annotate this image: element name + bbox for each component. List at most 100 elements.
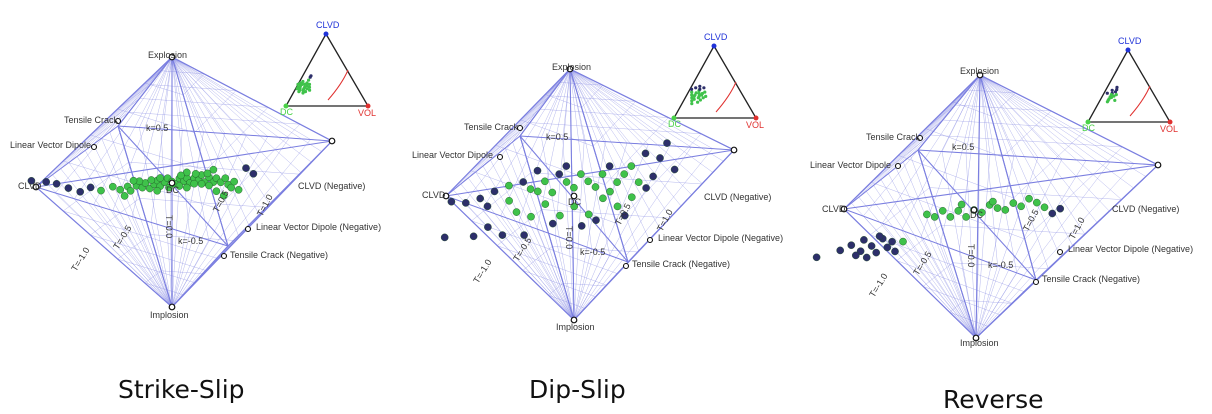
grid-ray-lower bbox=[109, 132, 173, 308]
label-clvd: CLVD bbox=[822, 204, 846, 214]
label-explosion: Explosion bbox=[960, 66, 999, 76]
grid-ray-upper bbox=[35, 56, 173, 188]
label-clvd-neg: CLVD (Negative) bbox=[704, 192, 771, 202]
grid-ray-upper bbox=[569, 68, 692, 148]
marker-circle bbox=[570, 192, 578, 200]
axis-labels: Explosion Implosion CLVD CLVD (Negative) Ten… bbox=[10, 50, 381, 320]
data-point bbox=[584, 210, 593, 219]
data-point bbox=[570, 202, 578, 211]
scatter-points bbox=[27, 164, 258, 200]
marker-circle bbox=[622, 262, 630, 270]
ternary-point bbox=[690, 90, 694, 94]
grid-ring bbox=[871, 134, 1123, 240]
grid-ray-upper bbox=[445, 68, 571, 197]
data-point bbox=[957, 200, 966, 209]
grid-ray-upper bbox=[171, 56, 247, 136]
grid-ray-upper bbox=[920, 74, 981, 238]
grid-ray-lower bbox=[917, 149, 977, 339]
grid-ray-upper bbox=[569, 68, 592, 249]
data-point bbox=[177, 171, 185, 180]
ternary-point bbox=[1114, 93, 1118, 97]
grid-ray-upper bbox=[74, 56, 173, 199]
data-point bbox=[242, 164, 250, 172]
grid-ray-upper bbox=[569, 68, 639, 251]
data-point bbox=[175, 182, 184, 190]
grid-ray-lower bbox=[68, 162, 173, 308]
grid-ray-upper bbox=[160, 56, 173, 130]
marker-circle bbox=[168, 53, 176, 61]
grid-ray-upper bbox=[171, 56, 281, 194]
vertex-dc bbox=[671, 115, 677, 121]
data-point bbox=[462, 199, 470, 207]
caption-strike-slip: Strike-Slip bbox=[118, 375, 245, 404]
label-tensile-crack-neg: Tensile Crack (Negative) bbox=[632, 259, 730, 269]
label-t-neg-half: T=-0.5 bbox=[511, 235, 533, 263]
grid-ray-upper bbox=[569, 68, 611, 256]
hudson-plot-strike-slip: Explosion Implosion CLVD CLVD (Negative) Ten… bbox=[10, 20, 381, 320]
label-lvd-neg: Linear Vector Dipole (Negative) bbox=[1068, 244, 1193, 254]
grid-ray-lower bbox=[460, 183, 575, 321]
ternary-point bbox=[301, 88, 305, 92]
marker-circle bbox=[730, 146, 738, 154]
grid-ray-lower bbox=[500, 215, 575, 321]
data-point bbox=[605, 162, 614, 170]
grid-ray-upper bbox=[979, 74, 991, 155]
data-point bbox=[197, 180, 206, 188]
data-point bbox=[42, 178, 51, 186]
data-point bbox=[946, 213, 955, 221]
grid-ray-lower bbox=[160, 128, 173, 308]
grid-ray-upper bbox=[979, 74, 1087, 161]
endpoint-markers bbox=[32, 53, 336, 311]
data-point bbox=[899, 237, 907, 246]
grid-ray-upper bbox=[117, 56, 173, 127]
grid-ray-upper bbox=[569, 68, 661, 229]
ternary-point bbox=[690, 93, 694, 97]
label-implosion: Implosion bbox=[556, 322, 595, 332]
ternary-point bbox=[703, 90, 707, 94]
grid-ray-upper bbox=[965, 74, 981, 154]
grid-ray-upper bbox=[569, 68, 735, 151]
grid-ring bbox=[63, 111, 301, 209]
data-point bbox=[86, 183, 95, 192]
grid-ray-lower bbox=[131, 216, 173, 308]
grid-ray-upper bbox=[171, 56, 226, 134]
hudson-plot-reverse: Explosion Implosion CLVD CLVD (Negative) Ten… bbox=[810, 36, 1193, 348]
grid-ray-upper bbox=[569, 68, 628, 144]
grid-ray-lower bbox=[504, 147, 575, 321]
data-point bbox=[1009, 199, 1018, 207]
label-k-neg: k=-0.5 bbox=[580, 247, 605, 257]
grid-ray-upper bbox=[979, 74, 1110, 212]
grid-ray-lower bbox=[171, 234, 190, 308]
hudson-plot-dip-slip: Explosion Implosion CLVD CLVD (Negative) Ten… bbox=[412, 32, 783, 332]
grid-ray-upper bbox=[101, 56, 173, 139]
data-point bbox=[663, 139, 671, 147]
grid-ray-lower bbox=[475, 171, 575, 321]
grid-ray-upper bbox=[569, 68, 629, 263]
label-implosion: Implosion bbox=[150, 310, 189, 320]
grid-ray-lower bbox=[52, 174, 173, 308]
data-point bbox=[129, 176, 138, 185]
grid-ray-lower bbox=[139, 127, 173, 308]
grid-ray-upper bbox=[903, 74, 981, 162]
data-point bbox=[888, 237, 896, 246]
data-point bbox=[249, 169, 258, 178]
data-point bbox=[1025, 194, 1033, 203]
grid-ray-upper bbox=[569, 68, 692, 195]
ternary-point bbox=[307, 82, 312, 86]
data-point bbox=[490, 187, 499, 196]
ternary-curve bbox=[327, 69, 349, 101]
grid-ray-upper bbox=[979, 74, 1018, 273]
grid-ray-upper bbox=[979, 74, 1039, 158]
ternary-point bbox=[309, 74, 313, 78]
ternary-point bbox=[1105, 100, 1109, 104]
ternary-point bbox=[307, 85, 312, 89]
grid-ray-upper bbox=[171, 56, 204, 133]
data-point bbox=[52, 179, 61, 188]
grid-ray-lower bbox=[895, 167, 977, 339]
data-point bbox=[120, 192, 129, 200]
label-t-neg-one: T=-1.0 bbox=[69, 245, 91, 273]
label-lvd: Linear Vector Dipole bbox=[412, 150, 493, 160]
ternary-label-vol: VOL bbox=[746, 120, 764, 130]
data-point bbox=[505, 196, 513, 205]
data-point bbox=[64, 184, 73, 192]
